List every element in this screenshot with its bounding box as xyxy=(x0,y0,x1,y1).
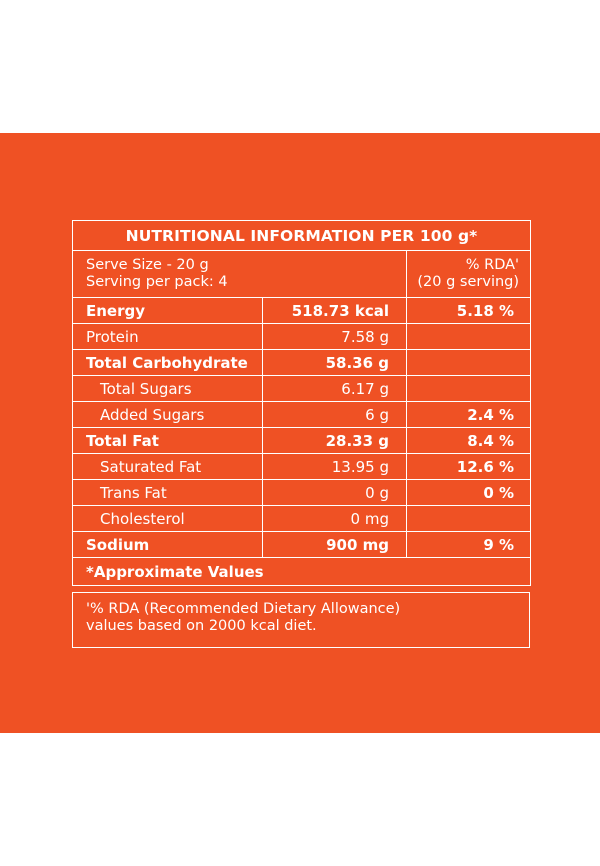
nutrient-value: 0 g xyxy=(262,479,407,506)
nutrient-rda: 9 % xyxy=(405,531,532,558)
serve-info: Serve Size - 20 g Serving per pack: 4 xyxy=(72,250,407,298)
nutrient-value: 518.73 kcal xyxy=(262,297,407,324)
table-row: Saturated Fat 13.95 g 12.6 % xyxy=(72,453,532,480)
nutrient-value: 13.95 g xyxy=(262,453,407,480)
approx-note: *Approximate Values xyxy=(71,557,532,586)
nutrient-name: Total Fat xyxy=(72,427,263,454)
nutrient-value: 6 g xyxy=(262,401,407,428)
nutrient-rda: 5.18 % xyxy=(405,297,532,324)
nutrient-rda xyxy=(405,323,532,350)
table-row: Trans Fat 0 g 0 % xyxy=(72,479,532,506)
table-title: NUTRITIONAL INFORMATION PER 100 g* xyxy=(71,220,532,251)
nutrition-facts: NUTRITIONAL INFORMATION PER 100 g* Serve… xyxy=(71,220,532,648)
table-row: Sodium 900 mg 9 % xyxy=(72,531,532,558)
nutrient-name: Sodium xyxy=(72,531,263,558)
footnote-line-2: values based on 2000 kcal diet. xyxy=(86,618,317,634)
nutrient-rda: 8.4 % xyxy=(405,427,532,454)
nutrient-name: Protein xyxy=(72,323,263,350)
nutrient-name: Energy xyxy=(72,297,263,324)
rda-footnote: '% RDA (Recommended Dietary Allowance) v… xyxy=(72,592,530,648)
rda-serving: (20 g serving) xyxy=(417,274,520,290)
nutrition-table: NUTRITIONAL INFORMATION PER 100 g* Serve… xyxy=(71,220,532,586)
nutrient-name: Saturated Fat xyxy=(72,453,263,480)
rda-label: % RDA' xyxy=(465,257,520,273)
nutrient-rda xyxy=(405,375,532,402)
footnote-line-1: '% RDA (Recommended Dietary Allowance) xyxy=(86,601,401,617)
table-row: Total Sugars 6.17 g xyxy=(72,375,532,402)
nutrient-name: Trans Fat xyxy=(72,479,263,506)
nutrient-value: 900 mg xyxy=(262,531,407,558)
serving-per-pack: Serving per pack: 4 xyxy=(86,274,228,290)
nutrient-name: Total Carbohydrate xyxy=(72,349,263,376)
nutrient-name: Cholesterol xyxy=(72,505,263,532)
label-panel: NUTRITIONAL INFORMATION PER 100 g* Serve… xyxy=(0,133,600,733)
rda-header: % RDA' (20 g serving) xyxy=(405,250,532,298)
nutrient-value: 28.33 g xyxy=(262,427,407,454)
nutrient-value: 0 mg xyxy=(262,505,407,532)
nutrient-rda: 12.6 % xyxy=(405,453,532,480)
nutrient-name: Total Sugars xyxy=(72,375,263,402)
nutrient-rda xyxy=(405,349,532,376)
nutrient-rda xyxy=(405,505,532,532)
nutrient-value: 7.58 g xyxy=(262,323,407,350)
nutrient-value: 58.36 g xyxy=(262,349,407,376)
table-row: Cholesterol 0 mg xyxy=(72,505,532,532)
nutrient-value: 6.17 g xyxy=(262,375,407,402)
table-row: Total Carbohydrate 58.36 g xyxy=(72,349,532,376)
table-row: Protein 7.58 g xyxy=(72,323,532,350)
nutrient-rda: 2.4 % xyxy=(405,401,532,428)
table-row: Energy 518.73 kcal 5.18 % xyxy=(72,297,532,324)
table-row: Total Fat 28.33 g 8.4 % xyxy=(72,427,532,454)
nutrient-name: Added Sugars xyxy=(72,401,263,428)
serve-size: Serve Size - 20 g xyxy=(86,257,209,273)
table-row: Added Sugars 6 g 2.4 % xyxy=(72,401,532,428)
nutrient-rda: 0 % xyxy=(405,479,532,506)
